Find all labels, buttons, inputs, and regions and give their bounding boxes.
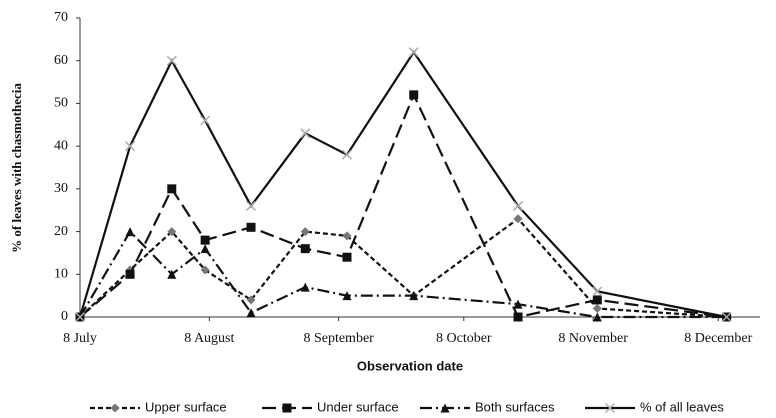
marker <box>342 252 352 262</box>
marker <box>110 403 120 413</box>
marker <box>246 200 257 211</box>
legend-label: % of all leaves <box>640 399 724 414</box>
marker <box>592 286 603 297</box>
marker <box>409 291 419 301</box>
marker <box>300 282 310 292</box>
marker <box>200 265 210 275</box>
x-axis-title: Observation date <box>357 358 463 373</box>
marker <box>409 90 419 100</box>
series-line <box>79 92 727 319</box>
series-line <box>78 50 727 319</box>
marker <box>300 128 311 139</box>
y-tick-label: 40 <box>54 138 68 153</box>
marker <box>440 403 450 413</box>
y-tick-label: 60 <box>54 53 68 68</box>
marker <box>592 303 602 313</box>
x-tick-label: 8 July <box>63 331 97 346</box>
marker <box>200 244 210 254</box>
marker <box>604 402 616 414</box>
marker <box>592 295 602 305</box>
x-tick-label: 8 August <box>184 331 234 346</box>
y-tick-label: 50 <box>54 96 68 111</box>
marker <box>300 244 310 254</box>
y-tick-label: 30 <box>54 181 68 196</box>
marker <box>125 269 135 279</box>
marker <box>513 312 523 322</box>
marker <box>125 227 135 237</box>
y-axis-title: % of leaves with chasmothecia <box>9 83 24 253</box>
x-tick-label: 8 October <box>436 331 492 346</box>
marker <box>282 403 292 413</box>
marker <box>300 227 310 237</box>
marker <box>167 184 177 194</box>
marker <box>167 227 177 237</box>
marker <box>246 308 256 318</box>
legend-label: Under surface <box>317 399 399 414</box>
marker <box>408 47 419 58</box>
marker <box>342 291 352 301</box>
y-tick-label: 70 <box>54 10 68 25</box>
marker <box>166 55 177 66</box>
marker <box>200 235 210 245</box>
y-tick-label: 0 <box>61 309 68 324</box>
marker <box>74 311 86 323</box>
series-line <box>79 217 727 319</box>
x-tick-label: 8 September <box>303 331 374 346</box>
legend-label: Both surfaces <box>475 399 555 414</box>
marker <box>341 149 353 160</box>
marker <box>513 200 524 211</box>
marker <box>167 269 177 279</box>
y-tick-label: 20 <box>54 224 68 239</box>
marker <box>200 115 211 126</box>
marker <box>513 299 523 309</box>
marker <box>721 311 732 323</box>
marker <box>592 312 602 322</box>
x-tick-label: 8 November <box>558 331 628 346</box>
x-tick-label: 8 December <box>684 331 752 346</box>
marker <box>246 222 256 232</box>
marker <box>513 214 523 224</box>
y-tick-label: 10 <box>54 267 68 282</box>
marker <box>342 231 352 241</box>
marker <box>125 141 136 152</box>
legend-label: Upper surface <box>145 399 227 414</box>
marker <box>246 295 256 305</box>
